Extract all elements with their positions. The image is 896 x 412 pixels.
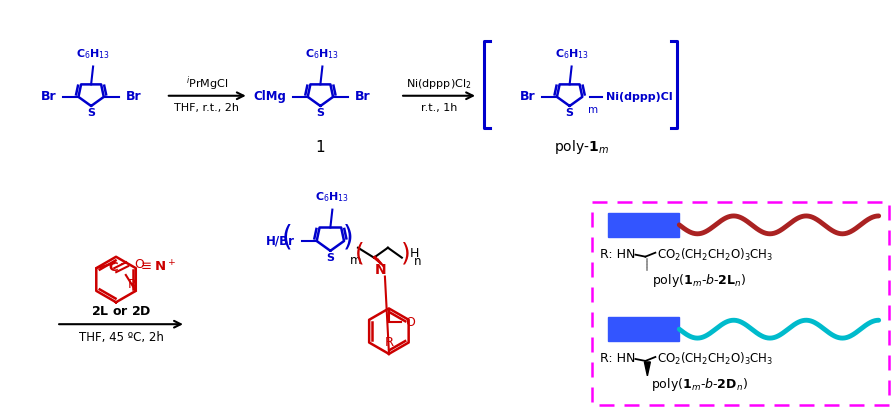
Text: Ni(dppp)Cl: Ni(dppp)Cl [607,92,673,102]
Text: poly-$\mathbf{1}_m$: poly-$\mathbf{1}_m$ [554,138,609,157]
Text: Br: Br [125,90,142,103]
Polygon shape [644,362,650,376]
Text: O: O [134,258,144,271]
Text: H/Br: H/Br [266,234,295,248]
Text: n: n [414,255,421,268]
Text: R: HN: R: HN [599,248,635,261]
Text: C$_6$H$_{13}$: C$_6$H$_{13}$ [555,47,589,61]
Text: R: R [384,336,393,349]
Text: C$_6$H$_{13}$: C$_6$H$_{13}$ [76,47,110,61]
Bar [607,317,679,341]
Text: poly($\mathbf{1}_m$-$b$-$\mathbf{2D}_n$): poly($\mathbf{1}_m$-$b$-$\mathbf{2D}_n$) [650,376,747,393]
Text: H: H [409,247,419,260]
Text: N: N [375,262,387,276]
Text: O: O [405,316,415,329]
Text: ClMg: ClMg [253,90,286,103]
Text: C$^-$: C$^-$ [108,260,128,274]
Text: C$_6$H$_{13}$: C$_6$H$_{13}$ [315,190,349,204]
Text: S: S [565,108,573,118]
Text: CO$_2$(CH$_2$CH$_2$O)$_3$CH$_3$: CO$_2$(CH$_2$CH$_2$O)$_3$CH$_3$ [658,247,774,263]
Text: C$_6$H$_{13}$: C$_6$H$_{13}$ [306,47,340,61]
Text: Br: Br [41,90,56,103]
Text: poly($\mathbf{1}_m$-$b$-$\mathbf{2L}_n$): poly($\mathbf{1}_m$-$b$-$\mathbf{2L}_n$) [652,272,746,289]
Text: $\equiv$N$^+$: $\equiv$N$^+$ [138,260,176,275]
Text: (: ( [281,224,292,252]
Text: R: R [128,278,136,291]
Text: m: m [589,105,599,115]
Text: R: HN: R: HN [599,352,635,365]
Text: Br: Br [355,90,371,103]
Bar [607,213,679,237]
Text: $\mathbf{2L}$ or $\mathbf{2D}$: $\mathbf{2L}$ or $\mathbf{2D}$ [90,305,151,318]
Text: (: ( [355,242,365,266]
Text: 1: 1 [315,140,325,155]
Text: S: S [87,108,95,118]
Text: $^i$PrMgCl: $^i$PrMgCl [185,75,228,93]
Text: r.t., 1h: r.t., 1h [421,103,457,112]
FancyBboxPatch shape [591,202,889,405]
Text: Ni(dppp)Cl$_2$: Ni(dppp)Cl$_2$ [406,77,472,91]
Text: CO$_2$(CH$_2$CH$_2$O)$_3$CH$_3$: CO$_2$(CH$_2$CH$_2$O)$_3$CH$_3$ [658,351,774,367]
Text: m: m [350,254,362,267]
Text: S: S [326,253,334,263]
Text: ): ) [401,242,410,266]
Text: THF, 45 ºC, 2h: THF, 45 ºC, 2h [79,330,163,344]
Text: THF, r.t., 2h: THF, r.t., 2h [174,103,239,112]
Text: Br: Br [520,90,535,103]
Text: S: S [316,108,324,118]
Text: ): ) [342,224,353,252]
